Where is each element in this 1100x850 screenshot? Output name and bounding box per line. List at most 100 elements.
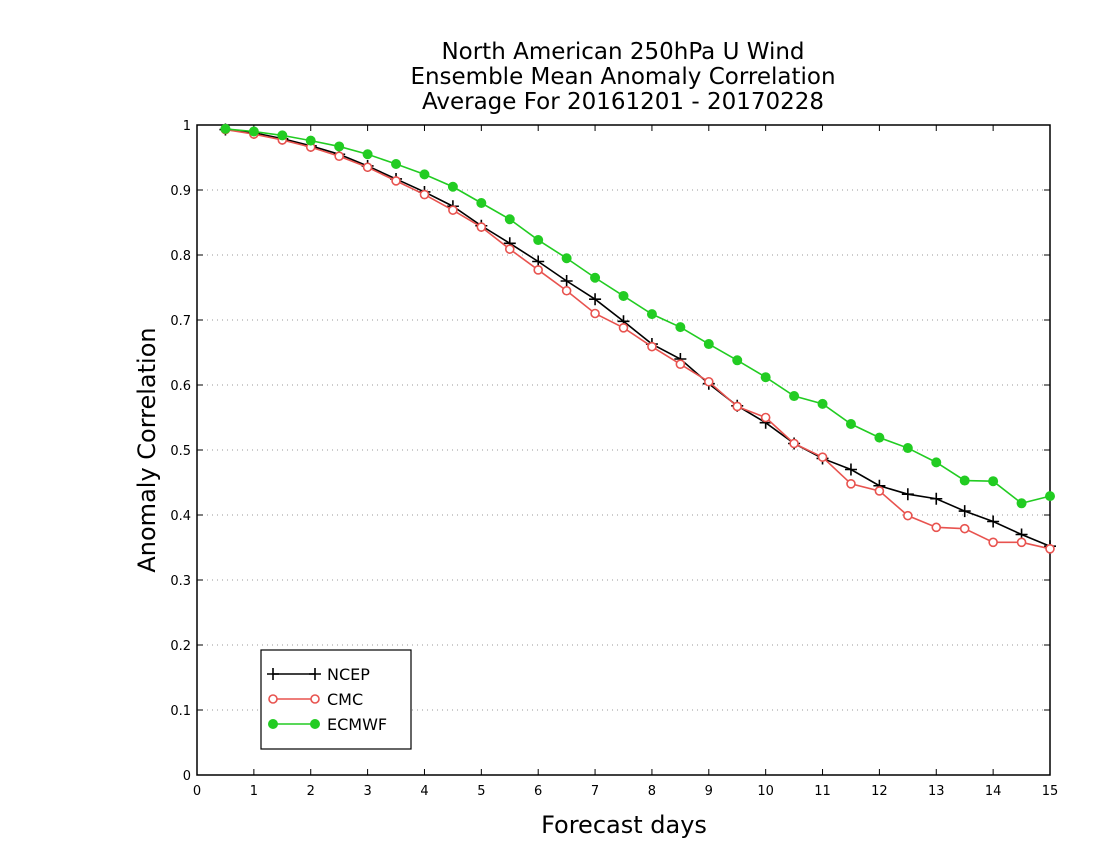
x-tick-label: 6 [534,784,542,799]
title-line-3: Average For 20161201 - 20170228 [422,89,824,115]
data-point [447,181,458,192]
data-point [703,376,714,387]
legend-marker [310,694,320,704]
y-tick-label: 0.2 [170,639,191,654]
data-point [590,308,600,319]
data-point [248,126,259,137]
data-point [732,355,743,366]
data-point [618,322,629,333]
data-point [760,412,771,423]
data-point [846,478,856,489]
data-point [277,130,288,141]
data-point [1016,498,1027,509]
data-point [903,510,913,521]
legend-label: CMC [327,690,363,709]
x-axis-title: Forecast days [541,811,707,839]
legend-marker [267,668,279,680]
data-point [844,463,857,476]
data-point [988,537,998,548]
series-line-cmc [225,128,1051,550]
y-tick-label: 0.3 [170,574,191,589]
data-point [504,244,515,254]
data-point [589,293,602,306]
data-point [817,398,828,409]
data-point [646,309,657,320]
y-tick-label: 0.9 [170,184,191,199]
data-point [1016,537,1027,548]
x-tick-label: 9 [705,784,713,799]
data-point [220,123,231,134]
data-point [988,476,999,487]
x-tick-label: 2 [307,784,315,799]
series-line-ecmwf [225,128,1051,505]
x-tick-label: 8 [648,784,656,799]
x-tick-label: 11 [814,784,831,799]
y-tick-label: 0.1 [170,704,191,719]
data-point [959,523,970,534]
data-point [448,205,458,215]
data-point [590,272,601,283]
axis-ticks: 00.10.20.30.40.50.60.70.80.910 1 2 3 4 5 6 7 8 9 1… [170,119,1058,799]
gridlines [197,189,1050,711]
y-tick-label: 0 [183,769,191,784]
data-point [391,176,401,186]
data-point [561,285,572,296]
x-tick-label: 4 [420,784,428,799]
x-tick-label: 7 [591,784,599,799]
data-point [931,522,942,533]
data-point [732,401,743,412]
data-point [1045,491,1055,502]
data-point [391,159,402,169]
data-point [334,141,345,152]
data-point [561,253,572,264]
data-point [476,198,487,208]
legend-marker [268,719,278,729]
data-point [533,265,544,275]
series-cmc [220,124,1055,554]
data-point [618,290,629,301]
y-tick-label: 0.8 [170,249,191,264]
y-tick-label: 0.7 [170,314,191,329]
data-point [817,452,828,462]
y-tick-label: 0.5 [170,444,191,459]
series-ecmwf [220,123,1055,509]
data-point [675,359,686,370]
data-point [419,169,430,180]
data-point [959,475,970,486]
y-tick-label: 1 [183,119,191,134]
data-point [419,189,430,200]
x-tick-label: 10 [757,784,774,799]
data-point [760,372,771,383]
x-tick-label: 14 [985,784,1002,799]
data-point [902,443,913,454]
y-tick-label: 0.6 [170,379,191,394]
y-axis-title: Anomaly Correlation [133,327,161,572]
title-line-1: North American 250hPa U Wind [441,39,804,65]
data-point [874,486,885,496]
x-tick-label: 15 [1042,784,1059,799]
data-point [647,341,657,352]
data-point [334,151,344,161]
data-point [1045,543,1055,554]
data-point [533,235,544,246]
y-tick-label: 0.4 [170,509,191,524]
legend-marker [309,668,321,680]
data-point [930,492,943,505]
data-point [362,149,373,160]
data-point [560,275,573,287]
data-point [703,339,714,350]
title-line-2: Ensemble Mean Anomaly Correlation [410,64,835,90]
data-point [789,391,800,402]
data-point [901,488,914,501]
x-tick-label: 3 [363,784,371,799]
data-point [845,419,856,429]
data-point [958,505,971,518]
data-point [504,214,515,225]
data-point [476,222,487,232]
legend-item-cmc: CMC [268,690,363,709]
data-point [874,432,885,443]
legend-item-ecmwf: ECMWF [268,715,387,734]
data-point [931,457,942,468]
